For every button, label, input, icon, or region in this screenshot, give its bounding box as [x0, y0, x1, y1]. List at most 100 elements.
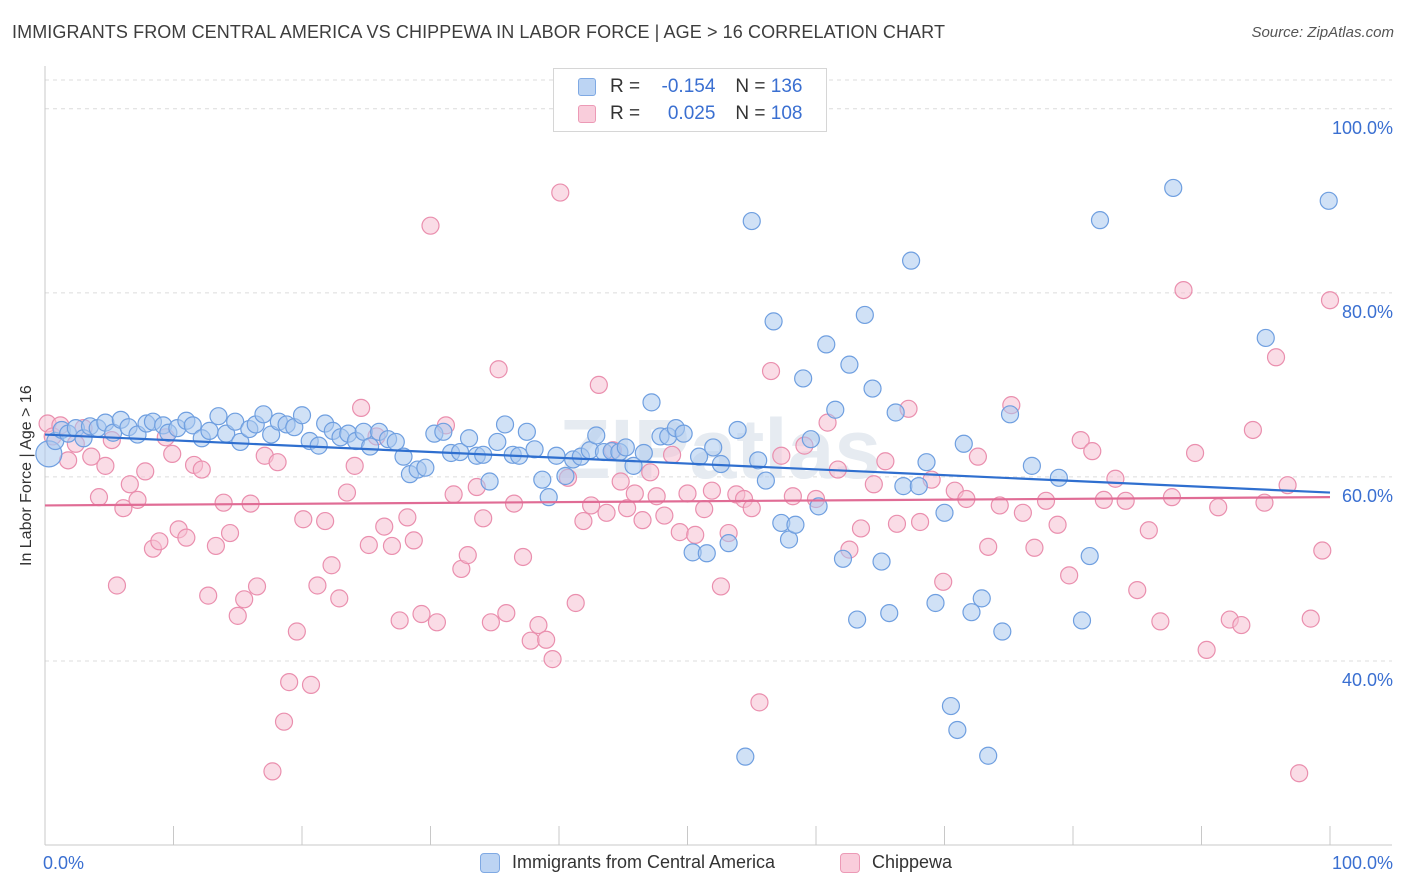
central-america-point — [704, 438, 723, 457]
chippewa-point — [497, 603, 516, 623]
central-america-point — [886, 403, 905, 422]
chippewa-point — [136, 462, 155, 481]
chippewa-point — [199, 586, 218, 605]
chippewa-point — [375, 517, 394, 536]
central-america-point — [226, 412, 245, 431]
chippewa-point — [597, 503, 616, 522]
central-america-point — [941, 696, 961, 716]
central-america-point — [254, 405, 273, 424]
legend-swatch-blue — [578, 78, 596, 96]
central-america-point — [909, 477, 928, 496]
chippewa-point — [1185, 443, 1205, 463]
chippewa-point — [206, 536, 226, 556]
chippewa-point — [421, 216, 440, 235]
n-label: N = — [735, 103, 766, 124]
chippewa-point — [427, 613, 447, 632]
central-america-point — [794, 369, 813, 388]
central-america-point — [926, 593, 945, 613]
central-america-point — [948, 720, 967, 740]
central-america-point — [480, 472, 499, 491]
chippewa-point — [96, 456, 115, 475]
chippewa-point — [633, 511, 652, 530]
central-america-point — [872, 552, 891, 571]
chippewa-point — [1036, 491, 1056, 510]
chippewa-point — [1106, 469, 1125, 488]
central-america-point — [719, 534, 738, 553]
chippewa-point — [214, 493, 233, 512]
chippewa-point — [337, 483, 357, 502]
chippewa-point — [934, 572, 953, 591]
chippewa-trend-line — [44, 496, 1331, 507]
chippewa-point — [783, 487, 802, 506]
chippewa-point — [566, 593, 585, 613]
chippewa-point — [1232, 615, 1251, 635]
central-america-point — [880, 603, 899, 623]
legend-swatch-pink — [840, 852, 860, 873]
chippewa-point — [274, 712, 294, 731]
central-america-point — [587, 426, 606, 445]
chippewa-point — [345, 456, 364, 475]
central-america-point — [855, 305, 874, 325]
chippewa-point — [1025, 538, 1044, 557]
r-label: R = — [610, 103, 641, 124]
chippewa-point — [89, 488, 109, 507]
chart-title: IMMIGRANTS FROM CENTRAL AMERICA VS CHIPP… — [12, 22, 946, 42]
chippewa-point — [1048, 515, 1067, 534]
chippewa-point — [177, 528, 196, 547]
central-america-point — [954, 434, 973, 453]
central-america-point — [642, 393, 661, 412]
central-america-point — [935, 503, 954, 522]
chippewa-point — [1301, 609, 1320, 628]
central-america-point — [962, 603, 981, 622]
r-value: -0.154 — [661, 76, 716, 97]
central-america-point — [1319, 191, 1338, 210]
central-america-points — [35, 178, 1338, 766]
chippewa-point — [280, 673, 299, 692]
central-america-point — [901, 251, 921, 270]
chippewa-point — [968, 447, 988, 466]
chippewa-point — [1290, 764, 1309, 783]
source-credit: Source: ZipAtlas.com — [1251, 24, 1394, 41]
chippewa-point — [316, 511, 335, 531]
chippewa-point — [742, 499, 761, 518]
central-america-point — [1072, 611, 1092, 630]
chippewa-point — [582, 496, 601, 515]
central-america-point — [1049, 468, 1068, 487]
chippewa-point — [228, 606, 247, 625]
chippewa-point — [990, 496, 1009, 515]
chippewa-point — [322, 556, 341, 575]
chippewa-point — [474, 509, 493, 528]
central-america-point — [394, 447, 413, 466]
chippewa-point — [662, 445, 682, 464]
central-america-point — [848, 610, 867, 629]
chippewa-point — [107, 576, 127, 595]
central-america-point — [434, 422, 453, 441]
central-america-point — [634, 443, 653, 463]
chippewa-point — [294, 510, 313, 529]
chippewa-point — [513, 547, 533, 567]
central-america-point — [801, 430, 820, 449]
central-america-point — [1080, 546, 1099, 566]
legend-item-central-america: Immigrants from Central America — [480, 852, 775, 873]
central-america-point — [1256, 328, 1275, 348]
central-america-point — [517, 422, 536, 441]
chippewa-point — [398, 508, 417, 527]
chippewa-point — [192, 460, 211, 479]
central-america-point — [361, 437, 380, 456]
central-america-point — [833, 549, 853, 568]
chippewa-point — [695, 500, 714, 519]
chippewa-point — [444, 485, 463, 504]
central-america-point — [1000, 405, 1020, 424]
chippewa-point — [404, 531, 423, 550]
stats-row-chippewa: R = 0.025 N = 108 — [578, 101, 802, 127]
n-value: 136 — [770, 76, 803, 97]
legend-swatch-pink — [578, 105, 596, 123]
grid-lines — [45, 79, 1392, 662]
chippewa-point — [761, 361, 781, 381]
central-america-point — [863, 379, 882, 398]
chippewa-point — [1071, 430, 1090, 450]
chippewa-point — [678, 484, 697, 503]
stats-row-central-america: R = -0.154 N = 136 — [578, 74, 802, 100]
chippewa-point — [390, 611, 409, 630]
